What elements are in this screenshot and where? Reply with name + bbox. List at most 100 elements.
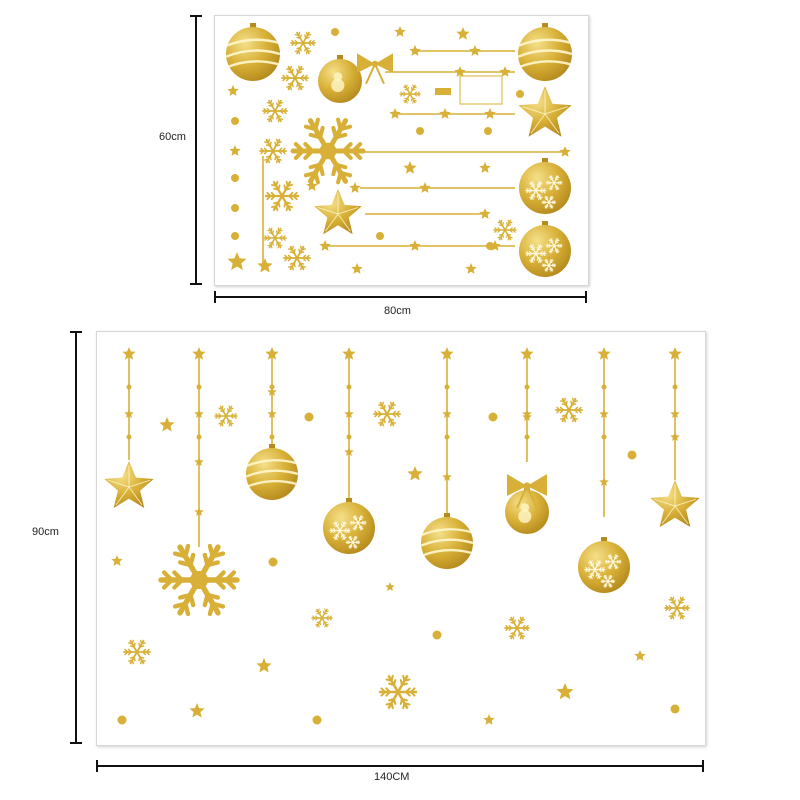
mini-tag <box>435 88 451 95</box>
dot <box>516 90 524 98</box>
top-height-label: 60cm <box>159 131 186 143</box>
star-icon <box>599 409 609 418</box>
star-icon <box>650 480 700 527</box>
star-icon <box>314 189 362 235</box>
star-icon <box>670 432 680 441</box>
dot <box>268 557 278 567</box>
bauble-icon <box>323 498 375 554</box>
snowflake-icon <box>604 554 622 570</box>
snowflake-icon <box>600 575 616 588</box>
snowflake-icon <box>290 117 366 185</box>
snowflake-icon <box>281 65 309 91</box>
bauble-icon <box>519 158 571 214</box>
bauble-icon <box>421 513 473 569</box>
star-icon <box>456 27 470 40</box>
dot <box>627 450 637 460</box>
star-icon <box>484 108 496 119</box>
star-icon <box>469 45 481 56</box>
star-icon <box>499 66 511 77</box>
snowflake-icon <box>504 616 530 640</box>
top-decal-sheet <box>214 15 589 286</box>
snowflake-icon <box>664 596 690 620</box>
snowflake-icon <box>525 181 547 200</box>
dot <box>444 384 450 390</box>
star-icon <box>407 466 423 481</box>
dot <box>524 434 530 440</box>
star-icon <box>194 507 204 516</box>
star-icon <box>344 447 354 456</box>
dot <box>231 204 239 212</box>
star-icon <box>256 658 272 673</box>
star-icon <box>597 347 611 360</box>
star-icon <box>419 182 431 193</box>
bottom-width-label: 140CM <box>374 771 410 783</box>
snowflake-icon <box>311 608 333 628</box>
star-icon <box>192 347 206 360</box>
mini-label-panel <box>459 75 503 105</box>
dot <box>601 434 607 440</box>
snowflake-icon <box>545 175 563 191</box>
star-icon <box>342 347 356 360</box>
bow-icon <box>357 53 393 85</box>
bauble-icon <box>578 537 630 593</box>
snowflake-icon <box>214 405 238 427</box>
dot <box>484 127 492 135</box>
dot <box>346 434 352 440</box>
star-icon <box>159 417 175 432</box>
star-icon <box>385 582 395 591</box>
snowflake-icon <box>158 543 240 617</box>
star-icon <box>439 108 451 119</box>
bauble-icon <box>246 444 298 500</box>
snowflake-icon <box>493 219 517 241</box>
dot <box>231 117 239 125</box>
snowflake-icon <box>329 521 351 540</box>
bauble-icon <box>519 221 571 277</box>
dot <box>524 384 530 390</box>
snowflake-icon <box>290 31 316 55</box>
dot <box>126 384 132 390</box>
bauble-icon <box>226 23 280 81</box>
dot <box>331 28 339 36</box>
dot <box>346 384 352 390</box>
snowflake-icon <box>349 515 367 531</box>
star-icon <box>403 161 417 174</box>
star-icon <box>124 409 134 418</box>
dot <box>269 434 275 440</box>
star-icon <box>670 409 680 418</box>
snowflake-icon <box>262 99 288 123</box>
dot <box>432 630 442 640</box>
snowflake-icon <box>264 180 300 212</box>
snowflake-icon <box>525 244 547 263</box>
star-icon <box>442 409 452 418</box>
star-icon <box>520 347 534 360</box>
snowflake-icon <box>555 397 583 423</box>
snowflake-icon <box>263 227 287 249</box>
star-icon <box>265 347 279 360</box>
bauble-icon <box>505 486 549 534</box>
bow-icon <box>507 474 547 509</box>
top-width-label: 80cm <box>384 305 411 317</box>
star-icon <box>189 703 205 718</box>
bottom-decal-sheet <box>96 331 706 746</box>
star-icon <box>634 650 646 661</box>
dot <box>231 232 239 240</box>
snowflake-icon <box>378 674 418 710</box>
star-icon <box>483 714 495 725</box>
star-icon <box>194 457 204 466</box>
dot <box>486 242 494 250</box>
star-icon <box>306 180 318 191</box>
star-icon <box>267 387 277 396</box>
star-icon <box>440 347 454 360</box>
dot <box>231 174 239 182</box>
dot <box>488 412 498 422</box>
star-icon <box>599 477 609 486</box>
star-icon <box>668 347 682 360</box>
star-icon <box>257 258 273 273</box>
dot <box>117 715 127 725</box>
bauble-icon <box>518 23 572 81</box>
bottom-decal-artwork <box>104 347 700 725</box>
dot <box>672 384 678 390</box>
snowflake-icon <box>541 196 556 209</box>
star-icon <box>267 409 277 418</box>
star-icon <box>229 145 241 156</box>
